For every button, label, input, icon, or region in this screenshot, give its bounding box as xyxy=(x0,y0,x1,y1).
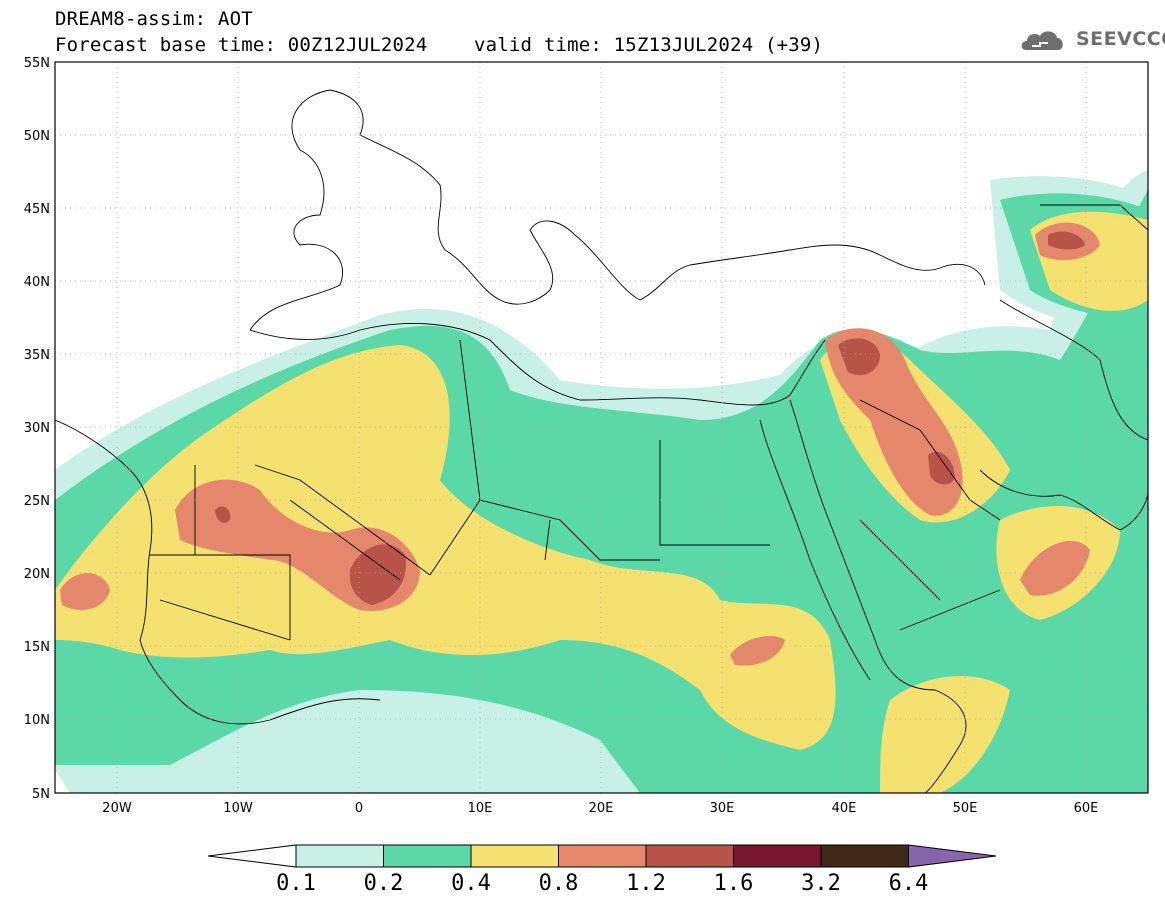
lat-label: 50N xyxy=(24,129,50,144)
aot-band-0.8f xyxy=(730,635,785,666)
aot-band-1.2 xyxy=(349,544,406,605)
lat-label: 5N xyxy=(32,787,50,802)
colorbar-bin xyxy=(820,844,909,868)
lat-label: 30N xyxy=(24,421,50,436)
lat-label: 35N xyxy=(24,348,50,363)
lat-label: 20N xyxy=(24,567,50,582)
aot-band-0.8c xyxy=(60,573,110,610)
logo-text: SEEVCCC xyxy=(1076,28,1165,50)
colorbar-label: 0.8 xyxy=(539,871,579,896)
lat-label: 15N xyxy=(24,640,50,655)
lon-label: 30E xyxy=(710,801,735,816)
graticule xyxy=(55,62,1148,793)
cloud-icon xyxy=(1021,31,1063,50)
colorbar-over-arrow xyxy=(908,844,997,868)
colorbar-bin xyxy=(733,844,822,868)
colorbar-label: 0.2 xyxy=(364,871,404,896)
colorbar-label: 0.4 xyxy=(451,871,491,896)
colorbar-label: 3.2 xyxy=(801,871,841,896)
lon-label: 40E xyxy=(832,801,857,816)
lon-label: 10E xyxy=(468,801,493,816)
colorbar: 0.1 0.2 0.4 0.8 1.2 1.6 3.2 6.4 xyxy=(207,844,997,896)
map-frame xyxy=(54,61,1149,794)
aot-band-1.2e xyxy=(215,506,231,523)
lat-label: 10N xyxy=(24,713,50,728)
lon-label: 0 xyxy=(355,801,363,816)
lon-label: 10W xyxy=(223,801,253,816)
colorbar-label: 1.6 xyxy=(714,871,754,896)
colorbar-label: 1.2 xyxy=(626,871,666,896)
lat-label: 55N xyxy=(24,56,50,71)
aot-band-1.2b xyxy=(838,338,880,376)
colorbar-under-arrow xyxy=(207,844,297,868)
aot-band-1.2d xyxy=(1048,231,1085,250)
colorbar-bin xyxy=(383,844,472,868)
lat-label: 40N xyxy=(24,275,50,290)
lon-axis: 20W 10W 0 10E 20E 30E 40E 50E 60E xyxy=(102,801,1098,816)
lon-label: 20E xyxy=(589,801,614,816)
coastlines xyxy=(55,89,1148,793)
aot-band-0.4 xyxy=(55,345,836,750)
forecast-times: Forecast base time: 00Z12JUL2024 valid t… xyxy=(55,34,824,56)
colorbar-label: 6.4 xyxy=(889,871,929,896)
lon-label: 60E xyxy=(1074,801,1099,816)
lat-label: 45N xyxy=(24,202,50,217)
lon-label: 50E xyxy=(953,801,978,816)
aot-band-0.8d xyxy=(1020,541,1090,596)
aot-band-0.4e xyxy=(880,676,1010,793)
lat-axis: 55N 50N 45N 40N 35N 30N 25N 20N 15N 10N … xyxy=(24,56,50,802)
map-title: DREAM8-assim: AOT xyxy=(55,8,253,30)
aot-band-0.8b xyxy=(825,328,963,516)
aot-field xyxy=(55,170,1148,793)
lon-label: 20W xyxy=(102,801,132,816)
lat-label: 25N xyxy=(24,494,50,509)
aot-band-1.2c xyxy=(928,451,955,485)
colorbar-bin xyxy=(470,844,559,868)
colorbar-label: 0.1 xyxy=(276,871,316,896)
colorbar-bin xyxy=(558,844,647,868)
colorbar-bin xyxy=(645,844,734,868)
colorbar-bin xyxy=(295,844,384,868)
